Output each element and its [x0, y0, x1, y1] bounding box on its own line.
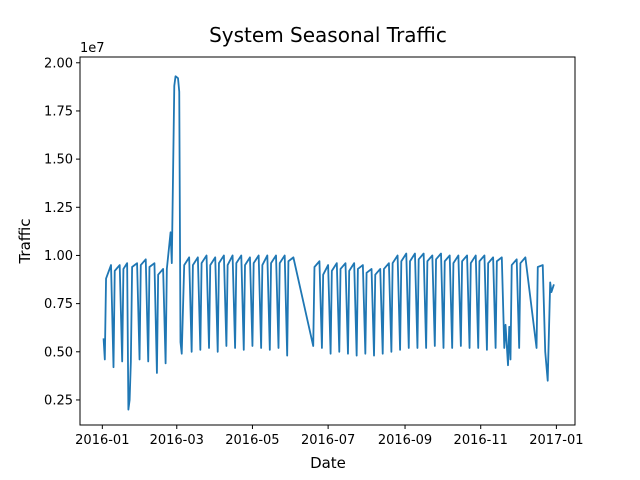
- chart-title: System Seasonal Traffic: [209, 23, 447, 47]
- y-tick-label: 1.50: [44, 153, 73, 168]
- y-tick-label: 1.00: [44, 249, 73, 264]
- y-tick-label: 0.25: [44, 393, 73, 408]
- y-tick-label: 0.75: [44, 297, 73, 312]
- x-tick-label: 2016-09: [378, 433, 432, 448]
- x-axis-label: Date: [310, 454, 346, 472]
- plot-frame: [79, 56, 576, 426]
- y-tick-label: 1.75: [44, 104, 73, 119]
- y-tick-label: 0.50: [44, 345, 73, 360]
- x-tick-label: 2016-01: [75, 433, 129, 448]
- y-tick-label: 2.00: [44, 56, 73, 71]
- y-tick-label: 1.25: [44, 201, 73, 216]
- line-series: [102, 75, 555, 411]
- x-tick-label: 2016-05: [225, 433, 279, 448]
- x-tick-label: 2017-01: [529, 433, 583, 448]
- x-tick-label: 2016-11: [454, 433, 508, 448]
- y-offset-label: 1e7: [80, 41, 105, 56]
- x-tick-label: 2016-03: [150, 433, 204, 448]
- x-tick-label: 2016-07: [301, 433, 355, 448]
- y-axis-label: Traffic: [16, 218, 34, 264]
